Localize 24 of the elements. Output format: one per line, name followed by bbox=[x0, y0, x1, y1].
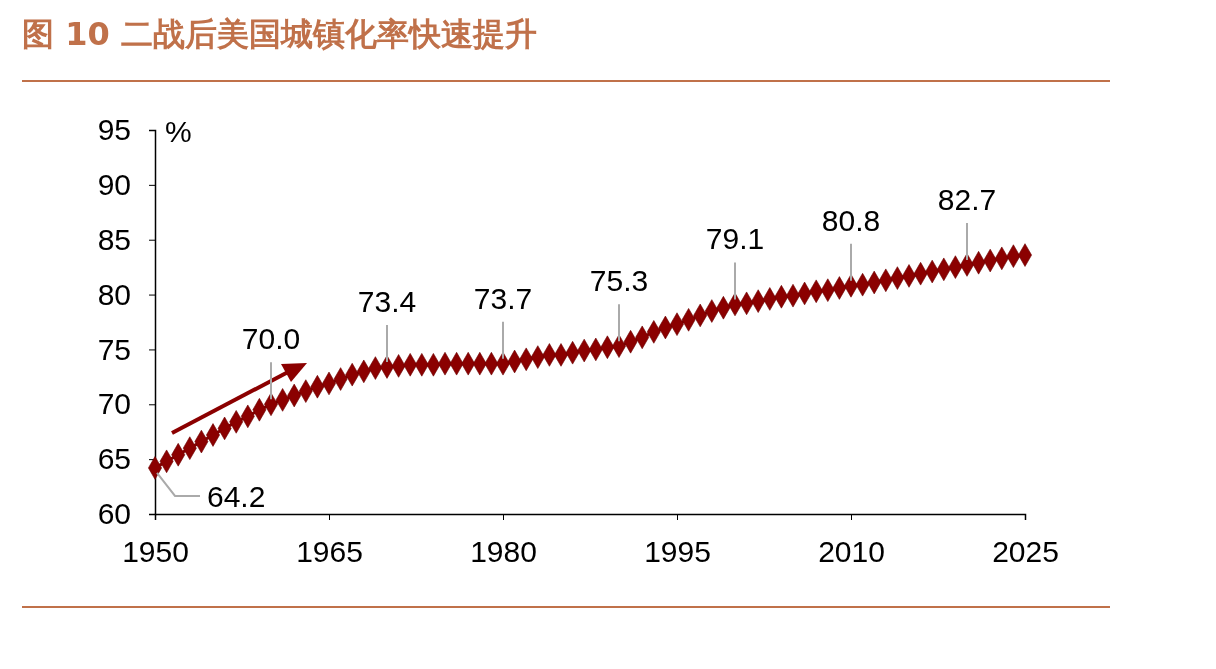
y-tick-label: 85 bbox=[97, 222, 131, 256]
x-tick-label: 1995 bbox=[644, 535, 711, 568]
annotation: 70.0 bbox=[241, 322, 301, 356]
annotation: 80.8 bbox=[821, 203, 881, 237]
annotation: 79.1 bbox=[705, 222, 765, 256]
y-tick-label: 65 bbox=[97, 442, 131, 476]
x-tick-label: 1980 bbox=[470, 535, 537, 568]
annotation: 82.7 bbox=[937, 182, 997, 216]
y-tick-label: 80 bbox=[97, 277, 131, 311]
annotation: 73.7 bbox=[473, 281, 533, 315]
y-tick-label: 75 bbox=[97, 332, 131, 366]
annotation: 64.2 bbox=[207, 479, 266, 513]
chart-title: 图 10 二战后美国城镇化率快速提升 bbox=[22, 15, 537, 53]
annotation: 73.4 bbox=[357, 284, 417, 318]
x-tick-label: 1965 bbox=[296, 535, 363, 568]
x-tick-label: 2025 bbox=[992, 535, 1059, 568]
y-tick-label: 60 bbox=[97, 497, 131, 531]
y-tick-label: 90 bbox=[97, 167, 131, 201]
x-tick-label: 2010 bbox=[818, 535, 885, 568]
y-tick-label: 70 bbox=[97, 387, 131, 421]
x-tick-label: 1950 bbox=[122, 535, 189, 568]
annotation: 75.3 bbox=[589, 264, 649, 298]
y-axis-title: % bbox=[165, 115, 192, 148]
y-tick-label: 95 bbox=[97, 113, 131, 147]
